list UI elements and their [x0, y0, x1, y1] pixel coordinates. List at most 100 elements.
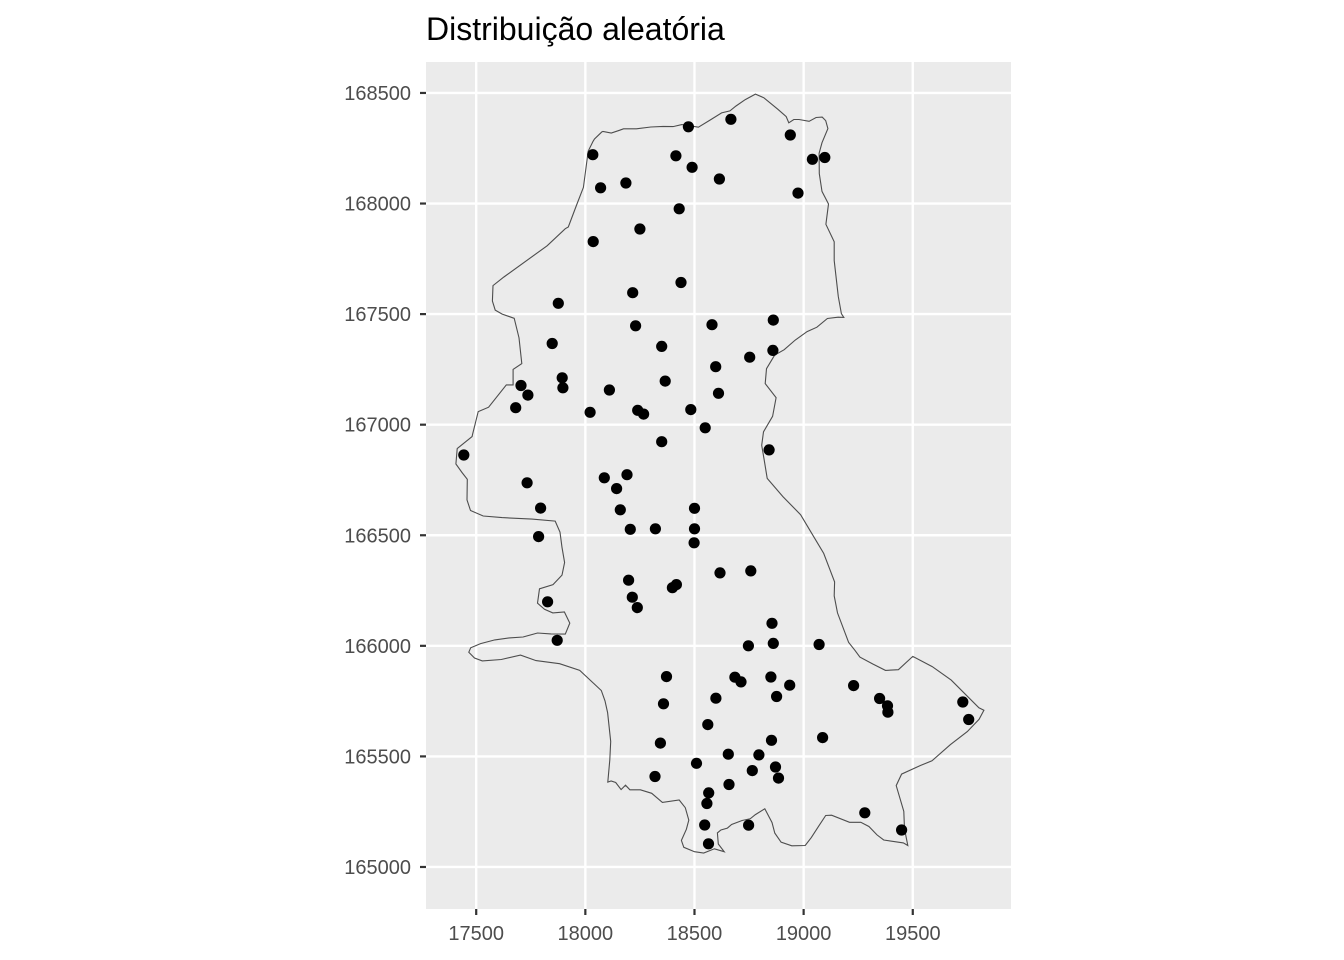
- data-point: [963, 713, 975, 726]
- y-tick-label: 167000: [344, 415, 411, 437]
- data-point: [819, 151, 831, 164]
- data-point: [458, 449, 470, 461]
- data-point: [620, 177, 632, 189]
- gridlines: [426, 62, 1011, 909]
- data-point: [806, 153, 819, 165]
- data-point: [699, 422, 711, 434]
- data-point: [896, 824, 908, 836]
- data-point: [784, 679, 796, 691]
- x-tick-label: 18500: [667, 923, 723, 945]
- data-point: [767, 314, 779, 326]
- data-point: [510, 402, 522, 414]
- data-point: [702, 719, 714, 731]
- y-tick-label: 167500: [344, 304, 411, 326]
- data-point: [710, 361, 722, 373]
- data-point: [546, 337, 558, 350]
- data-point: [742, 640, 755, 652]
- y-tick-label: 166500: [344, 525, 411, 547]
- y-tick-label: 165500: [344, 746, 411, 768]
- axis-ticks: [420, 91, 914, 915]
- data-point: [552, 297, 564, 309]
- data-point: [792, 187, 804, 199]
- data-point: [746, 765, 758, 777]
- data-point: [763, 444, 775, 456]
- data-point: [848, 680, 860, 692]
- data-point: [882, 706, 894, 718]
- data-point: [634, 223, 646, 235]
- x-tick-label: 19000: [776, 923, 832, 945]
- data-point: [654, 737, 667, 749]
- data-points: [458, 113, 975, 850]
- data-point: [656, 436, 668, 448]
- data-point: [688, 537, 700, 549]
- data-point: [725, 113, 737, 125]
- chart-title: Distribuição aleatória: [426, 11, 725, 47]
- data-point: [535, 502, 547, 514]
- data-point: [706, 319, 718, 331]
- data-point: [772, 772, 785, 784]
- data-point: [701, 797, 713, 810]
- data-point: [765, 734, 778, 746]
- data-point: [670, 150, 682, 162]
- data-point: [623, 574, 635, 586]
- x-tick-label: 18000: [558, 923, 614, 945]
- data-point: [766, 617, 778, 629]
- data-point: [626, 591, 638, 603]
- data-point: [627, 287, 639, 299]
- x-tick-label: 17500: [448, 923, 504, 945]
- data-point: [551, 634, 563, 646]
- data-point: [521, 477, 533, 489]
- data-point: [603, 384, 616, 396]
- data-point: [769, 761, 782, 773]
- data-point: [556, 372, 568, 384]
- data-point: [703, 787, 715, 799]
- data-point: [557, 382, 569, 394]
- data-point: [744, 351, 756, 363]
- data-point: [723, 778, 735, 791]
- data-point: [614, 504, 626, 516]
- data-point: [656, 340, 668, 352]
- data-point: [722, 748, 734, 760]
- data-point: [621, 469, 633, 481]
- data-point: [686, 161, 698, 173]
- data-point: [595, 182, 607, 194]
- data-point: [957, 696, 969, 708]
- data-point: [584, 406, 596, 418]
- data-point: [587, 149, 599, 161]
- data-point: [859, 807, 871, 819]
- y-tick-label: 168500: [344, 83, 411, 105]
- data-point: [515, 379, 527, 392]
- data-point: [533, 531, 545, 543]
- data-point: [699, 819, 711, 831]
- data-point: [657, 698, 670, 710]
- data-point: [624, 523, 636, 535]
- data-point: [666, 582, 679, 594]
- data-point: [522, 389, 534, 401]
- data-point: [743, 819, 755, 831]
- data-point: [660, 671, 673, 683]
- y-tick-label: 168000: [344, 194, 411, 216]
- y-tick-label: 166000: [344, 636, 411, 658]
- data-point: [690, 757, 703, 769]
- data-point: [685, 404, 697, 416]
- data-point: [767, 637, 779, 650]
- data-point: [767, 344, 779, 356]
- data-point: [713, 173, 726, 185]
- data-point: [765, 671, 777, 683]
- y-tick-label: 165000: [344, 857, 411, 879]
- data-point: [688, 523, 701, 535]
- x-tick-label: 19500: [885, 923, 941, 945]
- data-point: [817, 732, 829, 744]
- data-point: [784, 129, 796, 141]
- data-point: [714, 567, 726, 579]
- data-point: [702, 838, 715, 850]
- data-point: [712, 387, 725, 399]
- data-point: [688, 502, 701, 514]
- data-point: [673, 203, 685, 215]
- data-point: [675, 276, 687, 289]
- data-point: [874, 692, 886, 705]
- data-point: [682, 121, 695, 133]
- plot-panel: [426, 62, 1011, 909]
- data-point: [735, 676, 747, 688]
